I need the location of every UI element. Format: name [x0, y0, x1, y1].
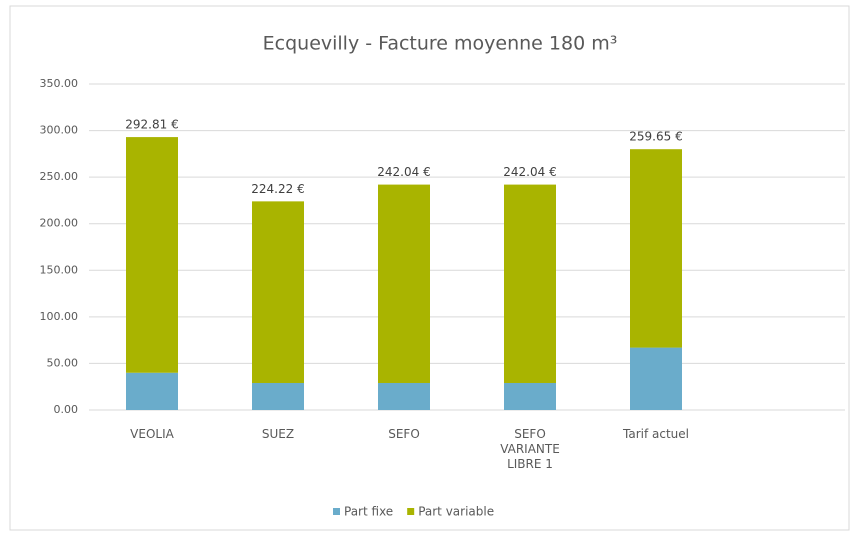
bar-segment [504, 382, 556, 410]
legend-swatch [333, 508, 340, 515]
bar-segment [126, 372, 178, 410]
y-tick-label: 350.00 [40, 77, 79, 90]
x-tick-label: SUEZ [261, 427, 295, 441]
x-tick-label: Tarif actuel [623, 427, 689, 441]
y-tick-label: 0.00 [54, 403, 79, 416]
legend-label: Part fixe [344, 505, 393, 519]
data-label: 242.04 € [503, 165, 556, 179]
bar-segment [378, 382, 430, 410]
bar-segment [252, 382, 304, 410]
x-tick-label: VEOLIA [130, 427, 174, 441]
y-tick-label: 50.00 [47, 356, 79, 369]
data-label: 292.81 € [125, 118, 178, 132]
y-tick-label: 100.00 [40, 310, 79, 323]
chart-title: Ecquevilly - Facture moyenne 180 m³ [263, 33, 618, 55]
y-tick-label: 200.00 [40, 217, 79, 230]
bar-segment [378, 184, 430, 383]
x-tick-label: SEFO [388, 427, 420, 441]
bar-segment [630, 347, 682, 410]
x-tick-label: SEFO VARIANTE LIBRE 1 [500, 427, 560, 471]
data-label: 259.65 € [629, 130, 682, 144]
bar-segment [504, 184, 556, 383]
bar-segment [252, 201, 304, 383]
data-label: 224.22 € [251, 182, 304, 196]
data-label: 242.04 € [377, 165, 430, 179]
legend-label: Part variable [418, 505, 494, 519]
bar-segment [126, 137, 178, 373]
y-tick-label: 250.00 [40, 170, 79, 183]
y-tick-label: 300.00 [40, 124, 79, 137]
y-tick-label: 150.00 [40, 263, 79, 276]
bar-segment [630, 149, 682, 348]
legend-swatch [407, 508, 415, 515]
